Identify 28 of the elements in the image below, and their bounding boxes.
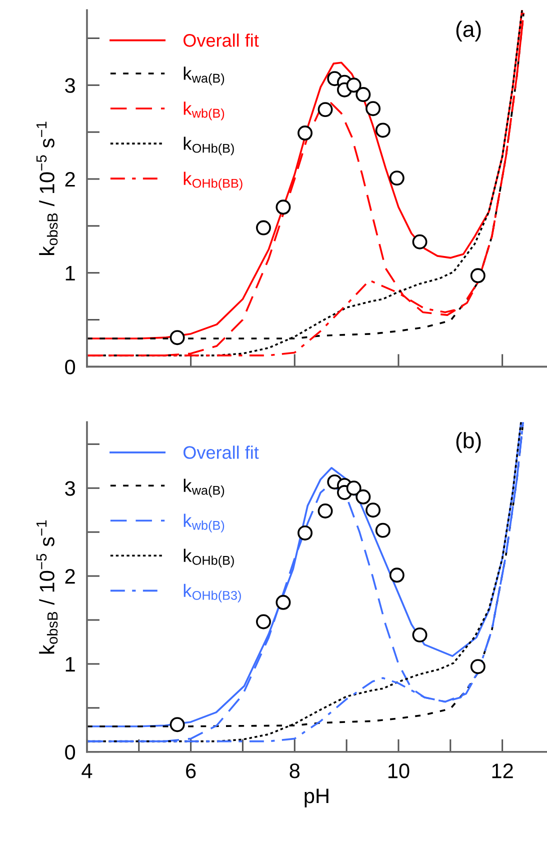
y-tick-label: 3 — [65, 78, 75, 93]
x-tick-label: 8 — [290, 764, 300, 778]
annotation: (b) — [456, 432, 481, 453]
legend-label: k$_{wb(B)}$ — [184, 514, 224, 532]
legend-label: k$_{OHb(B)}$ — [184, 548, 234, 568]
legend-label: Overall fit — [184, 446, 259, 459]
y-tick-label: 1 — [66, 657, 75, 672]
y-axis-title: k$_{obsB}$ / 10$^{−5}$ s$^{−1}$ — [36, 122, 58, 255]
annotation: (a) — [456, 20, 481, 42]
y-tick-label: 0 — [65, 360, 76, 374]
x-tick-label: 6 — [186, 764, 196, 778]
y-tick-label: 1 — [66, 266, 75, 280]
y-tick-label: 0 — [65, 744, 76, 760]
legend-label: k$_{OHb(B3)}$ — [184, 584, 241, 602]
x-tick-label: 10 — [388, 764, 410, 778]
legend-label: k$_{wb(B)}$ — [184, 102, 224, 120]
y-tick-label: 2 — [65, 569, 75, 584]
x-axis-title: pH — [304, 788, 328, 808]
x-tick-label: 4 — [82, 764, 92, 778]
y-axis-title: k$_{obsB}$ / 10$^{−5}$ s$^{−1}$ — [36, 520, 58, 654]
legend-label: k$_{OHb(BB)}$ — [184, 172, 242, 190]
x-tick-label: 12 — [492, 764, 513, 778]
legend-label: k$_{OHb(B)}$ — [184, 136, 234, 156]
legend-label: k$_{wa(B)}$ — [184, 478, 224, 498]
legend-label: Overall fit — [184, 34, 259, 47]
y-tick-label: 2 — [65, 172, 75, 187]
legend-label: k$_{wa(B)}$ — [184, 66, 224, 86]
y-tick-label: 3 — [65, 481, 75, 496]
